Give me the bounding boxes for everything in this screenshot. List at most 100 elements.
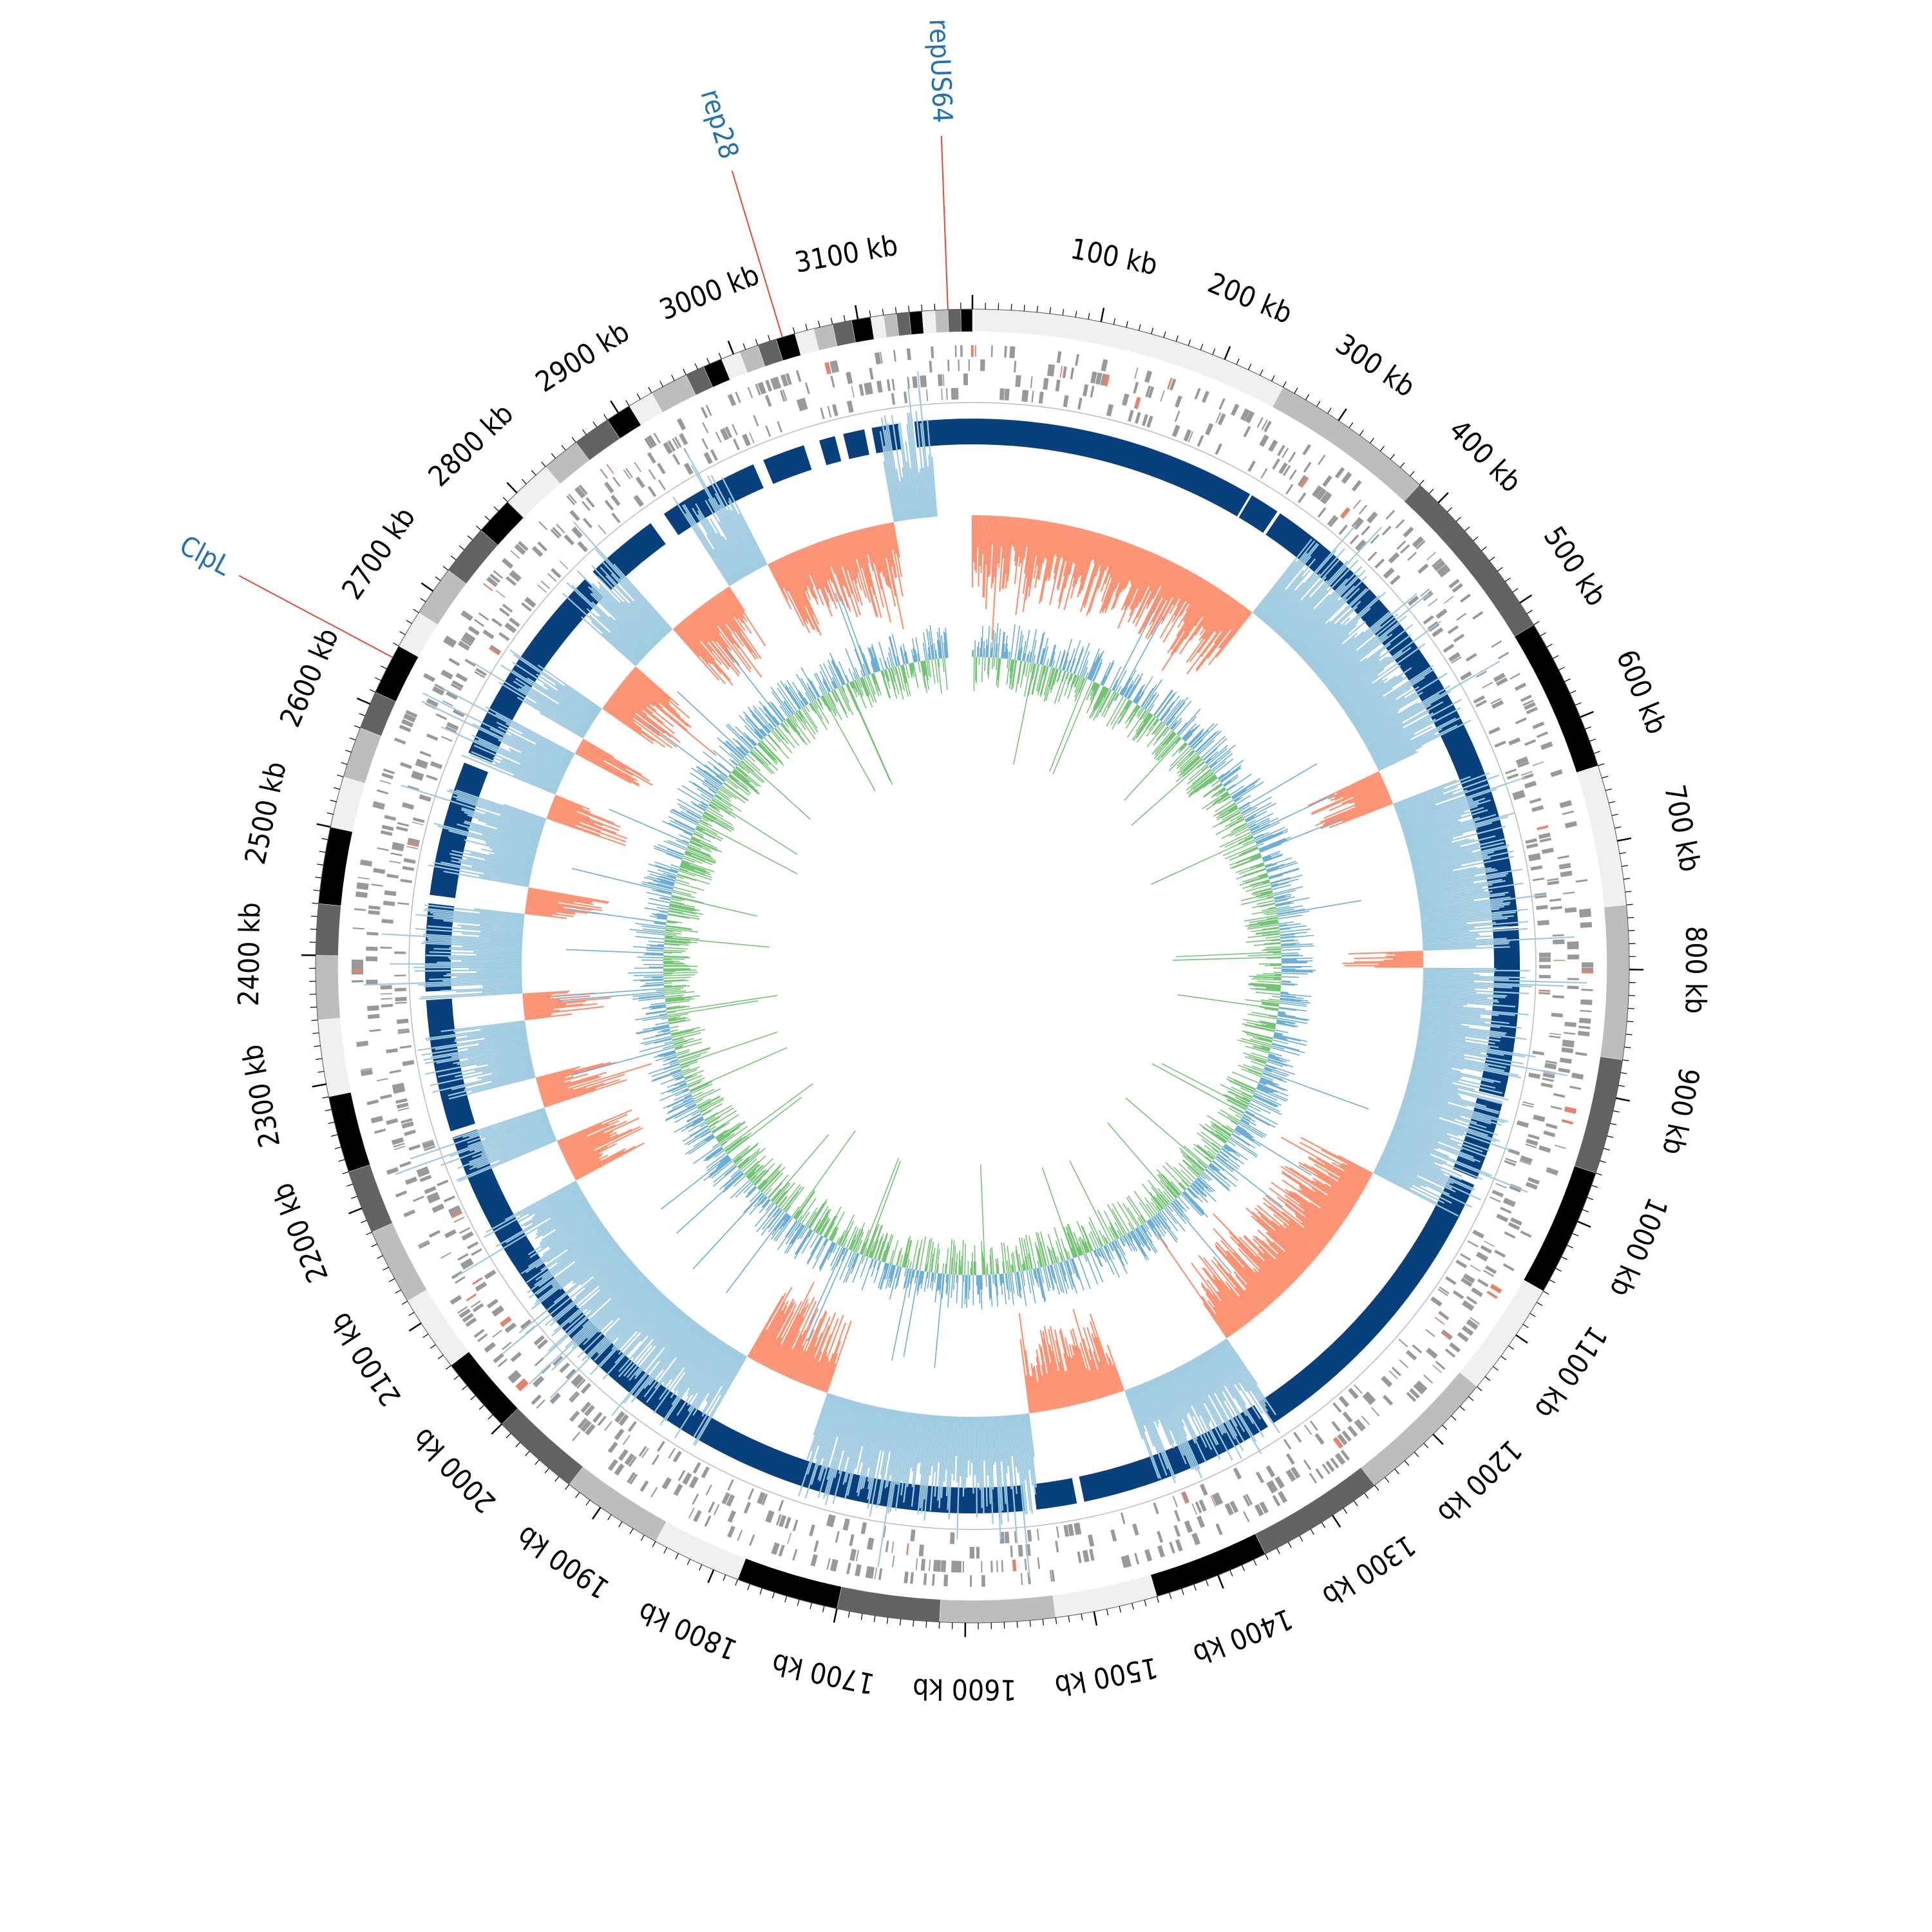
gc-bar xyxy=(688,1121,706,1132)
gc-bar xyxy=(1162,731,1175,746)
coverage-bar xyxy=(1405,1092,1505,1124)
gc-bar xyxy=(713,1166,737,1187)
gc-bar xyxy=(1135,714,1153,739)
cds-feature xyxy=(393,1145,406,1150)
coverage-bar xyxy=(474,1058,532,1072)
cds-feature xyxy=(1441,1329,1453,1340)
coverage-bar xyxy=(1148,1380,1171,1432)
gc-bar xyxy=(1120,699,1131,717)
coverage-bar xyxy=(551,1238,614,1286)
gc-bar xyxy=(665,1104,697,1121)
minor-tick xyxy=(694,363,698,370)
coverage-bar xyxy=(1366,727,1404,749)
gc-bar xyxy=(1271,883,1278,886)
gc-bar xyxy=(859,1229,870,1255)
gc-bar xyxy=(768,1182,783,1199)
coverage-bar xyxy=(867,1407,884,1482)
minor-tick xyxy=(759,1588,762,1595)
gc-bar xyxy=(1182,1159,1200,1176)
minor-tick xyxy=(312,1032,319,1034)
minor-tick xyxy=(331,1134,338,1137)
coverage-bar xyxy=(878,524,887,558)
coverage-bar xyxy=(886,1410,901,1488)
coverage-bar xyxy=(706,518,743,579)
gc-bar xyxy=(1171,741,1186,757)
cds-feature xyxy=(674,437,682,448)
gc-bar xyxy=(1270,874,1303,885)
minor-tick xyxy=(1459,1406,1465,1411)
gc-bar xyxy=(1007,1260,1010,1273)
gc-bar xyxy=(1264,1066,1289,1076)
coverage-bar xyxy=(1092,1350,1108,1397)
cds-feature xyxy=(386,1048,398,1054)
coverage-bar xyxy=(800,1332,823,1384)
coverage-bar xyxy=(982,515,985,554)
coverage-bar xyxy=(602,707,654,744)
coverage-bar xyxy=(498,726,571,764)
coverage-bar xyxy=(1319,613,1399,679)
gc-bar xyxy=(726,1097,802,1155)
coverage-bar xyxy=(1396,793,1454,815)
gc-bar xyxy=(1244,1025,1275,1032)
cds-feature xyxy=(925,389,929,401)
coverage-bar xyxy=(822,1397,842,1459)
coverage-bar xyxy=(1335,620,1442,699)
coverage-bar xyxy=(753,1309,783,1361)
minor-tick xyxy=(422,1333,429,1338)
coverage-bar xyxy=(1243,1236,1293,1285)
gc-bar xyxy=(819,1242,835,1272)
cds-feature xyxy=(511,1373,522,1384)
gc-bar xyxy=(1128,705,1139,720)
coverage-bar xyxy=(1415,1048,1465,1059)
coverage-bar xyxy=(1131,1387,1155,1447)
tick-label: 3100 kb xyxy=(792,229,900,279)
coverage-bar xyxy=(1083,1327,1106,1397)
coverage-bar xyxy=(486,1182,578,1233)
coverage-bar xyxy=(905,441,916,519)
gc-bar xyxy=(724,1137,743,1151)
coverage-bar xyxy=(1255,553,1308,616)
cds-feature xyxy=(585,497,595,508)
coverage-bar xyxy=(994,1416,1001,1540)
cds-feature xyxy=(1067,1524,1072,1537)
minor-tick xyxy=(1423,1443,1429,1448)
minor-tick xyxy=(1622,865,1629,867)
gc-bar xyxy=(748,1164,764,1180)
gc-bar xyxy=(1280,943,1296,946)
gc-bar xyxy=(809,1201,828,1229)
cds-feature xyxy=(443,639,455,648)
minor-tick xyxy=(531,470,536,476)
coverage-bar xyxy=(554,684,600,715)
gc-bar xyxy=(715,1129,729,1139)
cds-feature xyxy=(1561,1047,1574,1054)
minor-tick xyxy=(1605,788,1612,791)
coverage-bar xyxy=(1162,1374,1197,1444)
cds-feature xyxy=(1074,1522,1079,1535)
gc-bar xyxy=(1165,697,1189,726)
gc-bar xyxy=(1114,693,1120,701)
cds-feature xyxy=(1120,1512,1126,1524)
minor-tick xyxy=(913,1620,914,1627)
gc-bar xyxy=(1050,1249,1056,1264)
coverage-bar xyxy=(529,1274,645,1385)
gc-bar xyxy=(1236,1124,1247,1132)
gc-bar xyxy=(1220,767,1242,783)
cds-feature xyxy=(482,629,495,639)
minor-tick xyxy=(1595,1172,1602,1176)
coverage-bar xyxy=(461,807,542,834)
coverage-bar xyxy=(1207,607,1247,659)
coverage-bar xyxy=(621,681,651,706)
gc-bar xyxy=(765,1202,774,1211)
cds-feature xyxy=(520,1320,531,1329)
cds-feature xyxy=(614,1463,623,1474)
coverage-bar xyxy=(1209,1348,1246,1406)
coverage-bar xyxy=(810,1334,832,1387)
coverage-bar xyxy=(721,591,744,624)
cds-feature xyxy=(1510,1217,1522,1226)
gc-bar xyxy=(1050,668,1057,690)
minor-tick xyxy=(1399,462,1405,468)
coverage-bar xyxy=(990,1416,995,1465)
cds-feature xyxy=(380,993,393,995)
cds-feature xyxy=(386,873,399,879)
cds-feature xyxy=(732,424,738,435)
